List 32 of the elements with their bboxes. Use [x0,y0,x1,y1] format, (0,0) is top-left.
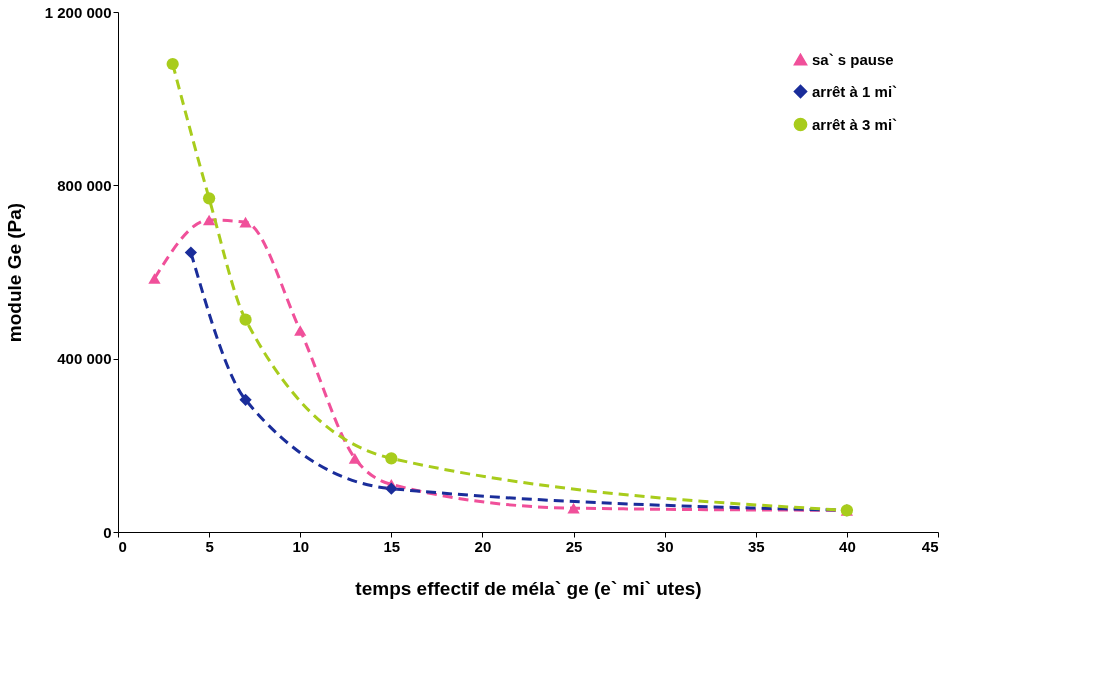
legend-label: sa` s pause [812,50,894,68]
x-tick-label: 15 [383,537,401,555]
y-tick-label: 1 200 000 [44,3,112,21]
point [567,502,580,514]
point [202,214,216,226]
x-axis-title: temps effectif de méla` ge (e` mi` utes) [355,577,702,599]
legend-label: arrêt à 3 mi` [812,115,898,133]
y-axis-title: module Ge (Pa) [3,202,25,343]
point [239,393,252,406]
point [239,216,252,228]
x-tick-label: 20 [474,537,492,555]
point [294,325,307,336]
x-tick-label: 40 [839,537,856,555]
point [202,192,216,205]
point [385,482,398,495]
point [148,273,161,284]
point [385,452,398,465]
y-tick-label: 0 [103,523,112,541]
x-tick-label: 45 [921,537,939,555]
x-tick-label: 35 [747,537,765,555]
y-tick-label: 400 000 [57,350,112,368]
x-tick-label: 25 [565,537,583,555]
y-tick-label: 800 000 [57,176,112,194]
point [166,57,179,71]
legend-label: arrêt à 1 mi` [812,82,898,100]
x-tick-label: 0 [118,537,127,555]
x-tick-label: 5 [205,537,214,555]
point [348,453,362,464]
point [184,246,198,259]
x-tick-label: 30 [656,537,674,555]
x-tick-label: 10 [292,537,310,555]
point [239,313,252,326]
